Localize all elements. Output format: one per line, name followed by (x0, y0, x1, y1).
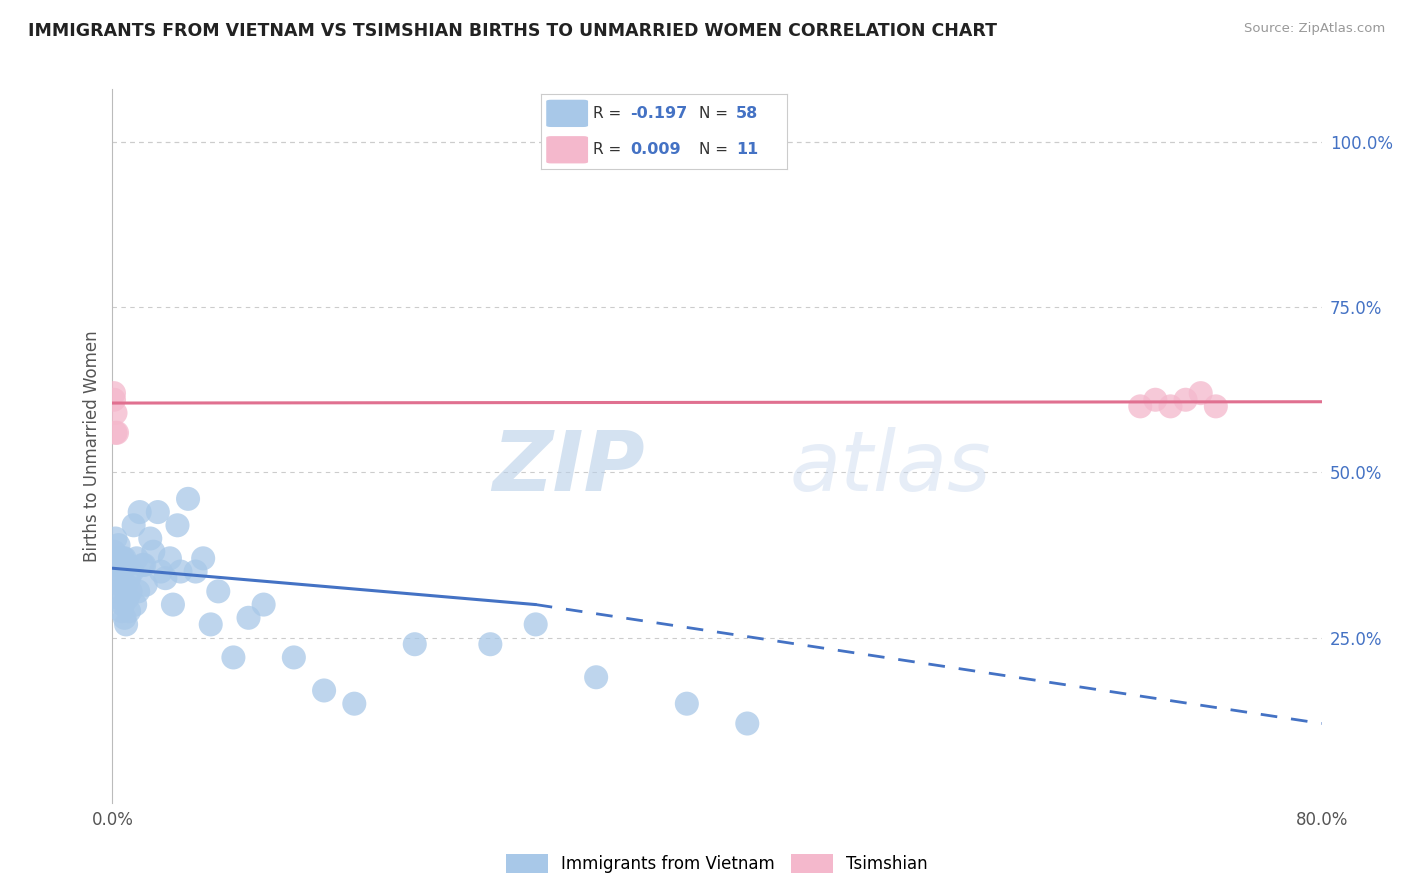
Point (128, 505, 150, 519)
Point (184, 565, 207, 579)
Text: -0.197: -0.197 (630, 106, 688, 121)
Point (585, 670, 607, 684)
Point (110, 565, 132, 579)
Point (1129, 400, 1152, 414)
Point (114, 551, 136, 566)
Point (404, 637, 426, 651)
Point (108, 578, 131, 592)
Point (112, 598, 135, 612)
Point (105, 425, 128, 440)
Point (283, 650, 305, 665)
Point (105, 558, 128, 572)
Point (121, 565, 143, 579)
Point (207, 584, 229, 599)
Point (118, 604, 141, 618)
Point (125, 551, 148, 566)
Text: atlas: atlas (790, 427, 991, 508)
Point (169, 565, 191, 579)
Point (191, 551, 214, 566)
Point (124, 598, 146, 612)
Point (112, 551, 135, 566)
Point (110, 604, 132, 618)
Point (135, 578, 157, 592)
Point (132, 558, 155, 572)
FancyBboxPatch shape (547, 100, 588, 127)
Point (222, 650, 245, 665)
Point (103, 545, 125, 559)
Point (200, 617, 222, 632)
Text: 11: 11 (735, 142, 758, 157)
Point (479, 637, 502, 651)
Point (675, 697, 697, 711)
Text: 58: 58 (735, 106, 758, 121)
Point (1205, 400, 1227, 414)
Point (107, 591, 129, 605)
Point (103, 392, 125, 407)
Point (314, 683, 336, 698)
Legend: Immigrants from Vietnam, Tsimshian: Immigrants from Vietnam, Tsimshian (499, 847, 935, 880)
Point (238, 611, 260, 625)
Y-axis label: Births to Unmarried Women: Births to Unmarried Women (83, 330, 101, 562)
Point (524, 617, 547, 632)
Point (122, 518, 145, 533)
Text: N =: N = (699, 142, 733, 157)
Point (115, 617, 138, 632)
Point (114, 611, 136, 625)
Point (166, 518, 188, 533)
Point (104, 425, 127, 440)
Point (108, 551, 131, 566)
Point (103, 558, 125, 572)
Point (117, 591, 139, 605)
Point (146, 505, 169, 519)
Point (177, 491, 200, 506)
Point (120, 584, 142, 599)
Point (103, 386, 125, 401)
Point (104, 532, 127, 546)
Point (104, 406, 127, 420)
Point (107, 538, 129, 552)
Point (149, 565, 172, 579)
Point (155, 571, 177, 585)
Point (1159, 400, 1181, 414)
Point (117, 558, 139, 572)
Text: R =: R = (593, 142, 626, 157)
Point (139, 532, 162, 546)
Point (134, 558, 156, 572)
Text: ZIP: ZIP (492, 427, 644, 508)
Text: N =: N = (699, 106, 733, 121)
Point (104, 571, 127, 585)
Text: IMMIGRANTS FROM VIETNAM VS TSIMSHIAN BIRTHS TO UNMARRIED WOMEN CORRELATION CHART: IMMIGRANTS FROM VIETNAM VS TSIMSHIAN BIR… (28, 22, 997, 40)
Point (1174, 392, 1197, 407)
Text: 0.009: 0.009 (630, 142, 681, 157)
Point (115, 578, 138, 592)
Point (737, 716, 759, 731)
Point (162, 598, 184, 612)
Point (159, 551, 181, 566)
Point (142, 545, 165, 559)
Point (343, 697, 366, 711)
Text: Source: ZipAtlas.com: Source: ZipAtlas.com (1244, 22, 1385, 36)
Point (253, 598, 276, 612)
Point (118, 571, 141, 585)
Point (127, 584, 149, 599)
Point (105, 584, 128, 599)
Text: R =: R = (593, 106, 626, 121)
Point (1189, 386, 1212, 401)
FancyBboxPatch shape (547, 136, 588, 163)
Point (1144, 392, 1167, 407)
